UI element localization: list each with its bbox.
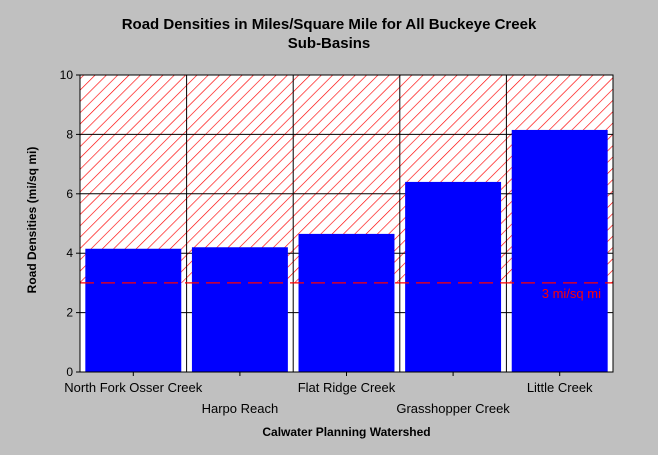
- chart-title: Road Densities in Miles/Square Mile for …: [0, 15, 658, 53]
- x-tick-label: Flat Ridge Creek: [298, 380, 396, 395]
- y-axis-ticks: 0 2 4 6 8 10: [60, 68, 80, 379]
- bar: [511, 129, 608, 372]
- x-axis-label: Calwater Planning Watershed: [262, 425, 431, 439]
- reference-line-group: 3 mi/sq mi: [80, 282, 613, 301]
- x-tick-label: Little Creek: [527, 380, 593, 395]
- bar: [191, 247, 288, 372]
- y-tick-label: 10: [60, 68, 74, 82]
- bar: [85, 248, 182, 372]
- bar: [298, 233, 395, 372]
- chart-title-line-2: Sub-Basins: [287, 35, 371, 52]
- y-tick-label: 4: [66, 246, 73, 260]
- bars: [85, 129, 608, 372]
- x-tick-label: North Fork Osser Creek: [64, 380, 202, 395]
- y-tick-label: 2: [66, 306, 73, 320]
- x-tick-label: Harpo Reach: [202, 401, 279, 416]
- bar: [405, 181, 502, 372]
- chart-title-line-1: Road Densities in Miles/Square Mile for …: [121, 16, 537, 33]
- y-tick-label: 8: [66, 127, 73, 141]
- reference-line-label: 3 mi/sq mi: [542, 286, 601, 301]
- x-tick-label: Grasshopper Creek: [396, 401, 510, 416]
- y-tick-label: 6: [66, 187, 73, 201]
- y-tick-label: 0: [66, 365, 73, 379]
